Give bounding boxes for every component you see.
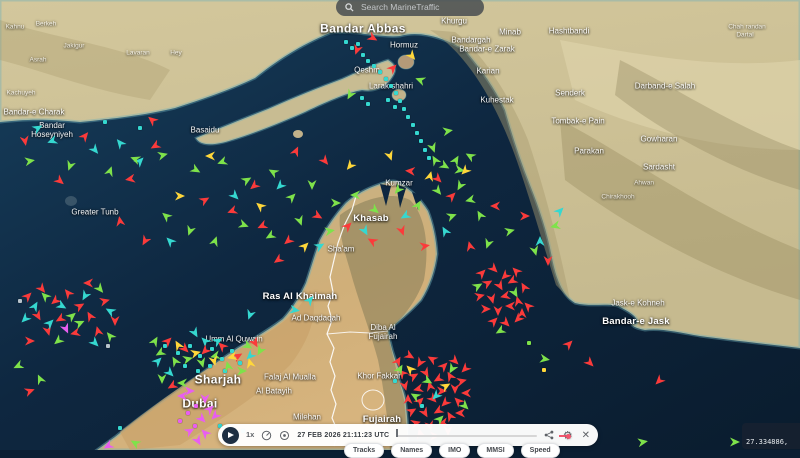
search-icon bbox=[345, 2, 354, 12]
vessel-marker[interactable] bbox=[542, 368, 546, 372]
vessel-marker[interactable] bbox=[210, 347, 214, 351]
timeline-slider[interactable] bbox=[396, 429, 572, 440]
vessel-marker[interactable] bbox=[138, 126, 142, 130]
vessel-marker[interactable] bbox=[220, 357, 224, 361]
toggle-speed[interactable]: Speed bbox=[520, 443, 560, 458]
coordinates-readout: 27.334886, bbox=[742, 423, 800, 449]
vessel-marker[interactable] bbox=[194, 404, 198, 408]
speed-gauge-icon[interactable] bbox=[261, 430, 272, 441]
vessel-marker[interactable] bbox=[103, 120, 107, 124]
vessel-marker[interactable] bbox=[176, 351, 180, 355]
vessel-marker[interactable] bbox=[427, 156, 431, 160]
timeline-track[interactable] bbox=[396, 435, 537, 437]
vessel-marker[interactable] bbox=[198, 354, 202, 358]
vessel-marker[interactable] bbox=[230, 349, 234, 353]
vessel-marker[interactable] bbox=[411, 123, 415, 127]
toggle-names[interactable]: Names bbox=[391, 443, 433, 458]
vessel-marker[interactable] bbox=[420, 404, 424, 408]
timeline-bar: 1x 27 FEB 2026 21:11:23 UTC ⚙ ✕ bbox=[218, 424, 598, 446]
close-icon[interactable]: ✕ bbox=[581, 429, 590, 441]
vessel-marker[interactable] bbox=[393, 105, 397, 109]
vessel-marker[interactable] bbox=[360, 96, 364, 100]
vessel-marker[interactable] bbox=[378, 70, 382, 74]
share-icon[interactable] bbox=[544, 430, 554, 440]
vessel-marker[interactable] bbox=[218, 424, 222, 428]
vessel-marker[interactable] bbox=[178, 419, 182, 423]
vessel-marker[interactable] bbox=[403, 394, 413, 404]
vessel-marker[interactable] bbox=[238, 361, 242, 365]
vessel-marker[interactable] bbox=[372, 64, 376, 68]
toggle-mmsi[interactable]: MMSI bbox=[477, 443, 514, 458]
vessel-marker[interactable] bbox=[208, 364, 212, 368]
vessel-marker[interactable] bbox=[196, 369, 200, 373]
vessel-marker[interactable] bbox=[188, 344, 192, 348]
coordinates-value: 27.334886, bbox=[746, 438, 789, 446]
vessel-marker[interactable] bbox=[118, 426, 122, 430]
vessel-marker[interactable] bbox=[186, 411, 190, 415]
vessel-marker[interactable] bbox=[394, 91, 398, 95]
vessel-marker[interactable] bbox=[223, 369, 227, 373]
vessel-marker[interactable] bbox=[402, 107, 406, 111]
hengam-island bbox=[293, 130, 303, 138]
timeline-start-tick bbox=[396, 429, 398, 437]
border-branch bbox=[326, 330, 389, 335]
vessel-marker[interactable] bbox=[535, 236, 545, 246]
vessel-marker[interactable] bbox=[366, 59, 370, 63]
vessel-marker[interactable] bbox=[384, 77, 388, 81]
timeline-progress bbox=[559, 435, 570, 437]
toggle-imo[interactable]: IMO bbox=[439, 443, 471, 458]
vessel-marker[interactable] bbox=[350, 46, 354, 50]
tunb-island bbox=[65, 196, 77, 206]
qeshm-island bbox=[194, 58, 397, 146]
vessel-marker[interactable] bbox=[193, 424, 197, 428]
timeline-datetime: 27 FEB 2026 21:11:23 UTC bbox=[297, 431, 390, 439]
vessel-marker[interactable] bbox=[415, 131, 419, 135]
toggle-tracks[interactable]: Tracks bbox=[344, 443, 385, 458]
search-bar[interactable] bbox=[336, 0, 484, 16]
vessel-marker[interactable] bbox=[18, 299, 22, 303]
vessel-marker[interactable] bbox=[389, 84, 393, 88]
vessel-marker[interactable] bbox=[183, 364, 187, 368]
vessel-marker[interactable] bbox=[163, 344, 167, 348]
vessel-marker[interactable] bbox=[366, 102, 370, 106]
enclave-border bbox=[361, 389, 385, 411]
crosshair-icon[interactable] bbox=[279, 430, 290, 441]
timeline-slider-handle[interactable] bbox=[566, 433, 572, 439]
vessel-marker[interactable] bbox=[527, 341, 531, 345]
country-border bbox=[326, 195, 357, 447]
vessel-marker[interactable] bbox=[517, 308, 527, 318]
playback-speed-button[interactable]: 1x bbox=[246, 430, 255, 440]
vessel-marker[interactable] bbox=[386, 98, 390, 102]
vessel-marker[interactable] bbox=[344, 40, 348, 44]
play-button[interactable] bbox=[222, 426, 239, 444]
vessel-marker[interactable] bbox=[398, 99, 402, 103]
vessel-marker[interactable] bbox=[361, 53, 365, 57]
search-input[interactable] bbox=[359, 1, 475, 13]
vessel-marker[interactable] bbox=[419, 139, 423, 143]
vessel-marker[interactable] bbox=[423, 148, 427, 152]
vessel-marker[interactable] bbox=[106, 344, 110, 348]
display-toggles-row: Tracks Names IMO MMSI Speed bbox=[344, 443, 560, 458]
vessel-marker[interactable] bbox=[356, 42, 360, 46]
vessel-marker[interactable] bbox=[393, 379, 397, 383]
play-icon bbox=[228, 432, 234, 438]
vessel-marker[interactable] bbox=[406, 115, 410, 119]
